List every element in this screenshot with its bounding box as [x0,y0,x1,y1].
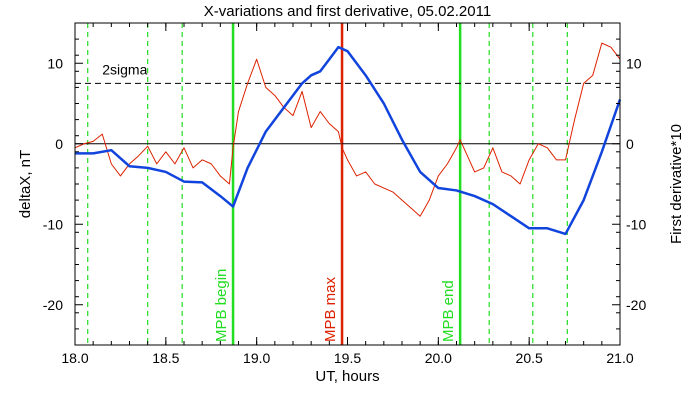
y-tick-label-right: -20 [626,297,646,313]
series-line [74,42,621,217]
vertical-marker-layer: MPB begin MPB max MPB end [87,23,568,345]
x-tick-label: 20.0 [425,350,452,366]
series-layer [74,42,622,236]
y-axis-label-left: deltaX, nT [17,150,34,218]
chart-title: X-variations and first derivative, 05.02… [204,3,491,20]
y-axis-label-right: First derivative*10 [668,124,685,244]
threshold-label: 2sigma [102,61,147,77]
tick-layer: 18.0 18.5 19.0 19.5 20.0 20.5 21.0 10 0 -10 -20 10 0… [43,22,646,366]
label-layer: X-variations and first derivative, 05.02… [17,3,685,385]
y-tick-label-left: -20 [43,297,63,313]
plot-frame [74,22,621,346]
x-tick-label: 18.5 [152,350,179,366]
event-marker-label: MPB max [322,276,339,342]
x-tick-label: 20.5 [516,350,543,366]
event-marker-label: MPB begin [213,269,230,342]
x-tick-label: 19.5 [334,350,361,366]
y-tick-label-right: 0 [626,136,634,152]
series-line [75,45,622,236]
horizontal-line-layer [75,82,620,145]
event-marker-label: MPB end [440,280,457,342]
y-tick-label-left: 10 [47,55,63,71]
x-tick-label: 19.0 [243,350,270,366]
y-tick-label-left: 0 [55,136,63,152]
frame-layer [74,22,621,346]
y-tick-label-right: -10 [626,216,646,232]
y-tick-label-right: 10 [626,55,642,71]
y-tick-label-left: -10 [43,216,63,232]
x-axis-label: UT, hours [315,368,379,385]
x-tick-label: 21.0 [606,350,633,366]
x-tick-label: 18.0 [61,350,88,366]
